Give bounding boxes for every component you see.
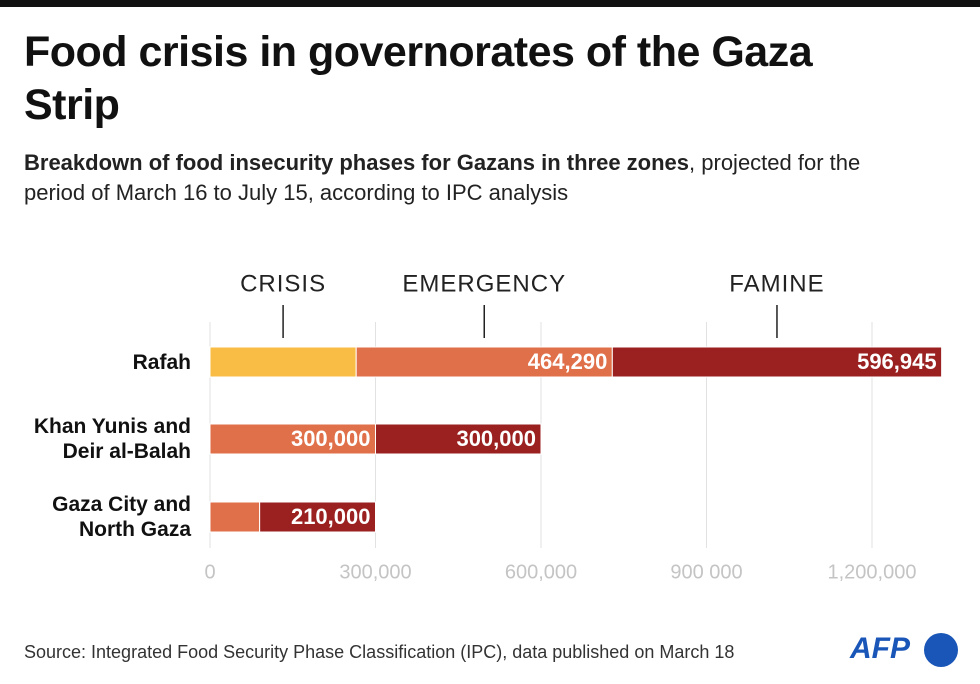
bar-segment: [611, 346, 943, 378]
subtitle: Breakdown of food insecurity phases for …: [24, 148, 874, 208]
category-label: Rafah: [132, 350, 191, 374]
phase-label: CRISIS: [240, 270, 326, 297]
top-bar: [0, 0, 980, 7]
x-tick-label: 1,200,000: [827, 561, 916, 583]
chart-title: Food crisis in governorates of the Gaza …: [24, 28, 813, 129]
bar-segment: [259, 501, 376, 533]
source: Source: Integrated Food Security Phase C…: [24, 642, 735, 662]
subtitle-bold: Breakdown of food insecurity phases for …: [24, 150, 690, 175]
value-label: 300,000: [291, 426, 371, 451]
phase-label: FAMINE: [729, 270, 824, 297]
value-label: 300,000: [456, 426, 536, 451]
bar-segment: [374, 423, 542, 455]
category-label: Khan Yunis and Deir al-Balah: [33, 415, 191, 463]
x-tick-label: 600,000: [505, 561, 577, 583]
logo-dot: [924, 633, 958, 667]
x-tick-label: 0: [204, 561, 215, 583]
value-label: 464,290: [528, 349, 608, 374]
category-label: Gaza City and North Gaza: [52, 493, 191, 541]
value-label: 210,000: [291, 504, 371, 529]
bar-segment: [355, 346, 613, 378]
subtitle-text: , projected for the period of March 16 t…: [24, 150, 861, 205]
bar-segment: [209, 346, 357, 378]
value-label: 596,945: [857, 349, 937, 374]
phase-label: EMERGENCY: [402, 270, 566, 297]
x-tick-label: 900 000: [670, 561, 742, 583]
x-tick-label: 300,000: [339, 561, 411, 583]
logo: AFP: [850, 632, 910, 665]
bar-segment: [209, 423, 376, 455]
bar-segment: [209, 501, 261, 533]
